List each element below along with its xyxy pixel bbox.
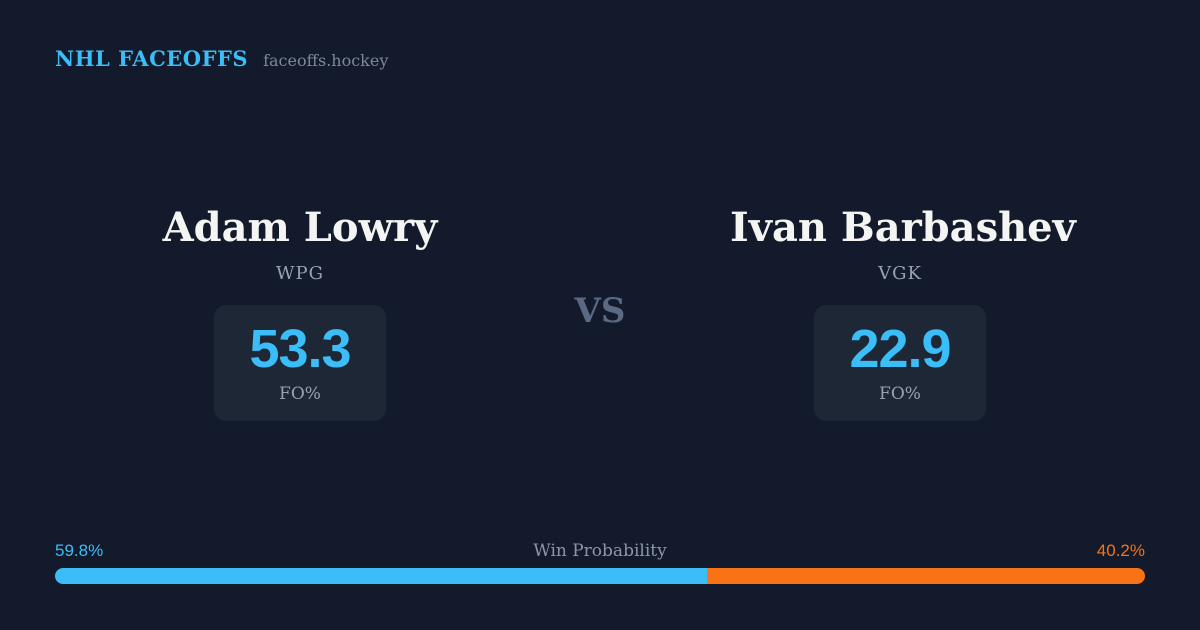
win-probability-bar-right-segment — [706, 568, 1145, 584]
win-probability-bar-left-segment — [55, 568, 707, 584]
faceoff-pct-label: FO% — [279, 384, 321, 404]
win-probability-left-pct: 59.8% — [55, 541, 104, 560]
win-probability-title: Win Probability — [533, 541, 667, 561]
faceoff-pct-label: FO% — [879, 384, 921, 404]
brand-title: NHL FACEOFFS — [55, 46, 249, 71]
player-team: WPG — [276, 263, 324, 284]
faceoff-pct-value: 22.9 — [849, 319, 951, 379]
player-team: VGK — [878, 263, 922, 284]
win-probability-bar — [55, 568, 1145, 584]
win-probability-labels: 59.8% Win Probability 40.2% — [55, 541, 1145, 563]
faceoff-pct-value: 53.3 — [249, 319, 351, 379]
stat-card: 22.9 FO% — [814, 305, 986, 421]
win-probability-right-pct: 40.2% — [1096, 541, 1145, 560]
player-card-right: Ivan Barbashev VGK 22.9 FO% — [730, 204, 1076, 421]
header: NHL FACEOFFS faceoffs.hockey — [55, 46, 388, 71]
player-card-left: Adam Lowry WPG 53.3 FO% — [130, 205, 470, 421]
player-name: Adam Lowry — [162, 204, 438, 251]
stat-card: 53.3 FO% — [214, 305, 386, 421]
player-name: Ivan Barbashev — [730, 204, 1076, 251]
site-url: faceoffs.hockey — [263, 51, 389, 70]
vs-divider: VS — [574, 291, 626, 331]
